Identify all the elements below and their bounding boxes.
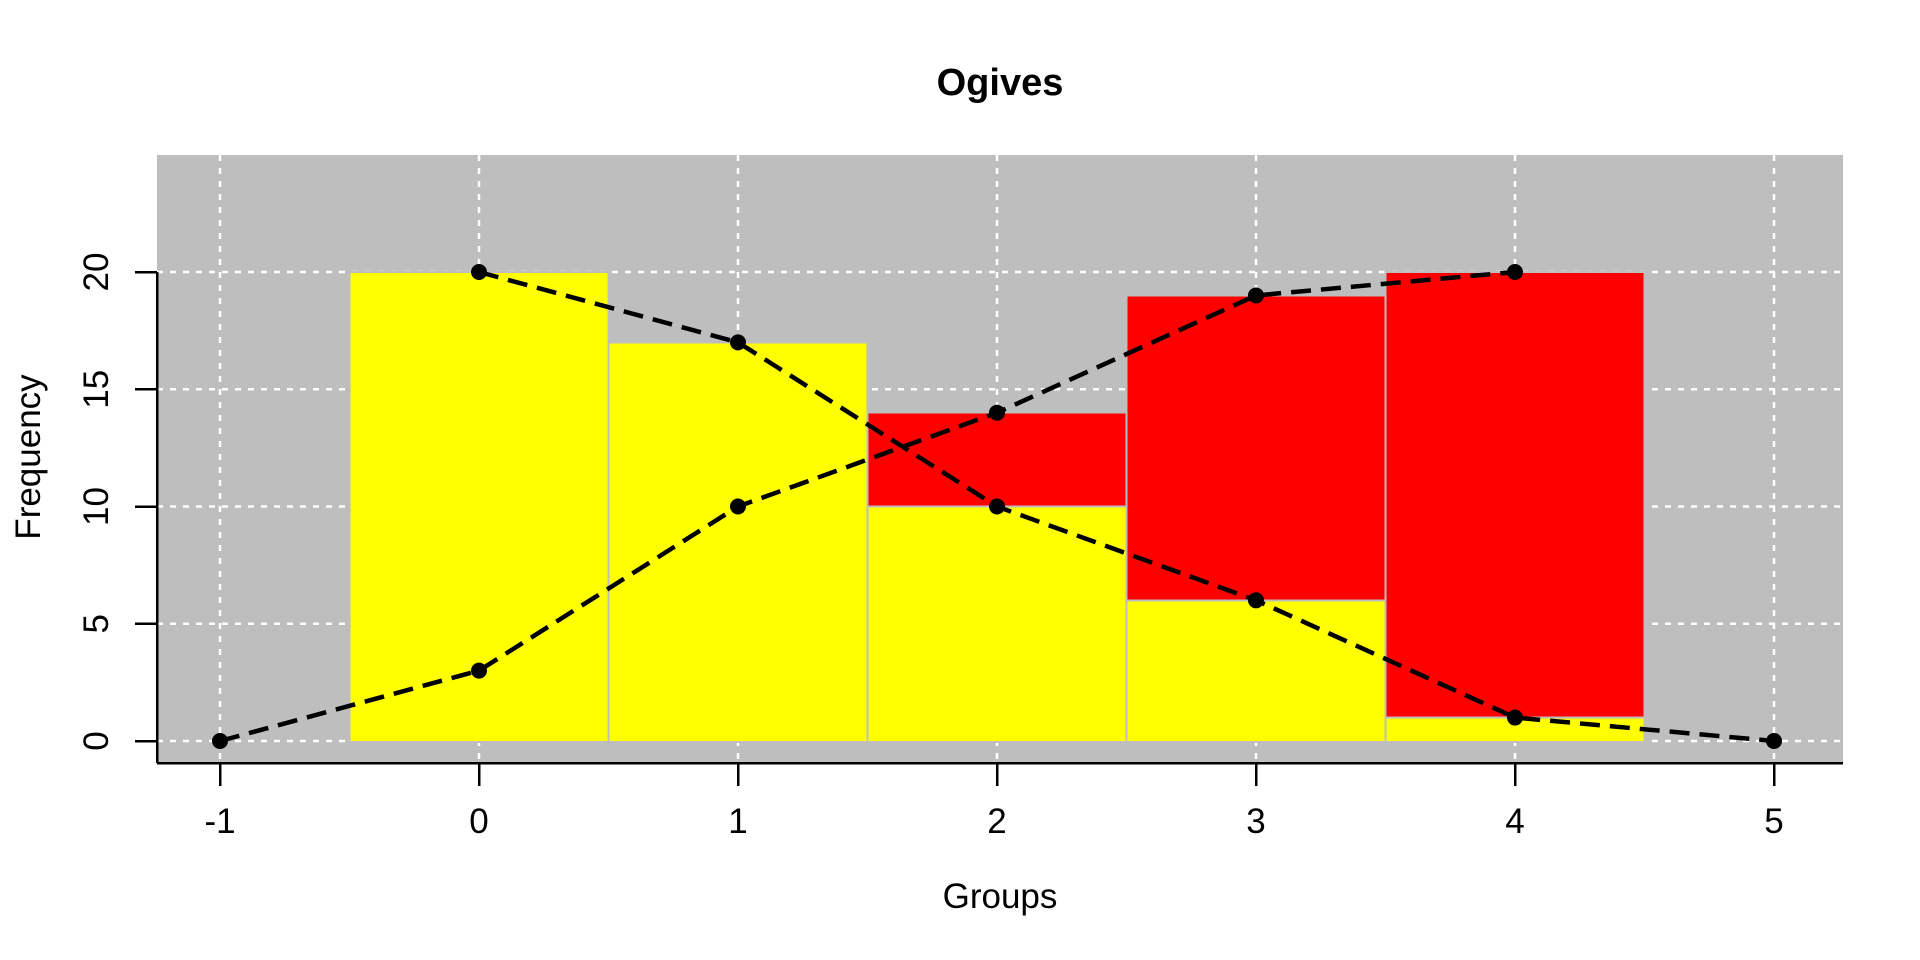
more-than-ogive-point	[471, 264, 487, 280]
more-than-ogive-point	[730, 334, 746, 351]
more-than-ogive-point	[1766, 733, 1782, 749]
histogram-bar-cumulative-less-than-histogram	[1384, 271, 1646, 743]
less-than-ogive-point	[471, 662, 487, 679]
histogram-bar-cumulative-more-than-histogram	[866, 505, 1128, 743]
less-than-ogive-line	[219, 269, 1516, 744]
y-tick-label: 5	[77, 614, 116, 633]
y-tick-label: 10	[77, 487, 116, 526]
less-than-ogive-point	[730, 498, 746, 515]
y-axis-title: Frequency	[9, 374, 48, 540]
histogram-bar-cumulative-more-than-histogram	[607, 341, 869, 743]
more-than-ogive-point	[1248, 592, 1264, 609]
x-tick-label: 4	[1505, 802, 1524, 841]
less-than-ogive-point	[212, 733, 228, 749]
y-tick-label: 0	[77, 731, 116, 750]
x-tick-label: -1	[204, 802, 235, 841]
less-than-ogive-point	[1507, 264, 1523, 280]
more-than-ogive-point	[1507, 709, 1523, 726]
chart-title: Ogives	[937, 62, 1064, 104]
x-tick-label: 2	[987, 802, 1006, 841]
x-tick-label: 3	[1246, 802, 1265, 841]
y-tick-label: 20	[77, 253, 116, 292]
axes-layer	[135, 270, 1843, 786]
ogive-lines-layer	[212, 264, 1782, 749]
x-tick-label: 1	[728, 802, 747, 841]
y-tick-label: 15	[77, 370, 116, 409]
less-than-ogive-point	[1248, 287, 1264, 304]
x-axis-title: Groups	[943, 877, 1058, 916]
x-tick-label: 0	[469, 802, 488, 841]
less-than-ogive-point	[989, 404, 1005, 421]
tick-labels-layer: -1 0 1 2 3 4 5 0 5 10 15 20	[77, 253, 1784, 841]
more-than-ogive-point	[989, 498, 1005, 515]
x-tick-label: 5	[1764, 802, 1783, 841]
histogram-bar-cumulative-more-than-histogram	[1125, 599, 1387, 743]
more-than-ogive-line	[478, 269, 1775, 744]
